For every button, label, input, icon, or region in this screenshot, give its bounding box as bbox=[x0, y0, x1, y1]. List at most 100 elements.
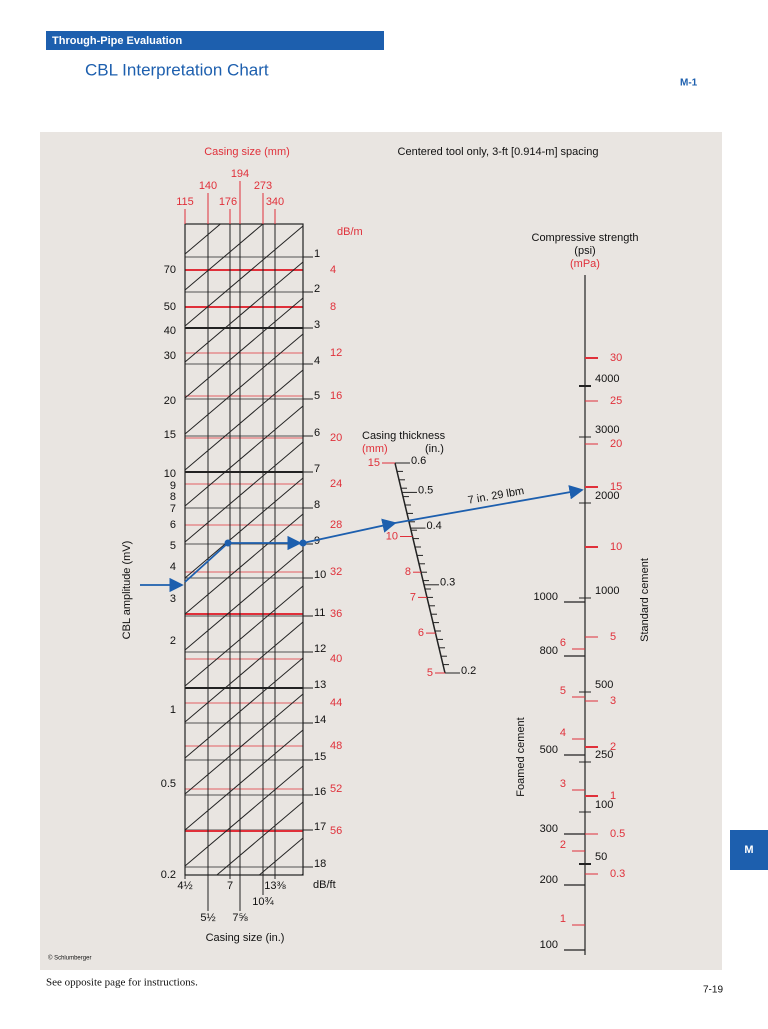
foamed-psi-label: 800 bbox=[540, 645, 558, 657]
page-title: CBL Interpretation Chart bbox=[85, 60, 269, 79]
mm-tick-label: 176 bbox=[219, 196, 237, 208]
foamed-mpa-label: 4 bbox=[560, 727, 566, 739]
in-tick-label: 5½ bbox=[200, 912, 215, 924]
standard-psi-label: 4000 bbox=[595, 373, 619, 385]
mm-tick-label: 140 bbox=[199, 180, 217, 192]
standard-psi-label: 1000 bbox=[595, 585, 619, 597]
in-tick-label: 10¾ bbox=[252, 896, 274, 908]
footer-note: See opposite page for instructions. bbox=[46, 977, 198, 989]
db-ft-label: 8 bbox=[314, 499, 320, 511]
amplitude-label: 1 bbox=[170, 704, 176, 716]
diagonals bbox=[185, 224, 303, 875]
diagonal bbox=[185, 225, 303, 327]
db-ft-label: 17 bbox=[314, 821, 326, 833]
amplitude-label: 70 bbox=[164, 264, 176, 276]
in-tick-label: 13⅜ bbox=[264, 880, 286, 892]
amplitude-label: 40 bbox=[164, 325, 176, 337]
db-m-label: 32 bbox=[330, 566, 342, 578]
diagonal bbox=[185, 513, 303, 615]
section-bar bbox=[46, 31, 384, 50]
thickness-mm-label: 8 bbox=[405, 566, 411, 578]
copyright: © Schlumberger bbox=[48, 955, 91, 962]
diagonal bbox=[185, 477, 303, 579]
thickness-in-label: 0.4 bbox=[427, 520, 442, 532]
db-ft-label: 15 bbox=[314, 751, 326, 763]
amplitude-label: 0.5 bbox=[161, 778, 176, 790]
amplitude-label: 2 bbox=[170, 635, 176, 647]
amplitude-label: 5 bbox=[170, 540, 176, 552]
diagonal bbox=[185, 441, 303, 543]
in-axis-title: Casing size (in.) bbox=[206, 932, 285, 944]
standard-mpa-label: 20 bbox=[610, 438, 622, 450]
diagonal bbox=[185, 693, 303, 795]
db-ft-label: 3 bbox=[314, 319, 320, 331]
mm-tick-label: 194 bbox=[231, 168, 249, 180]
amplitude-label: 3 bbox=[170, 593, 176, 605]
db-ft-label: 2 bbox=[314, 283, 320, 295]
thickness-title: Casing thickness bbox=[362, 430, 446, 442]
standard-mpa-label: 3 bbox=[610, 695, 616, 707]
in-tick-label: 7⅝ bbox=[232, 912, 248, 924]
db-m-label: 44 bbox=[330, 697, 342, 709]
section-title: Through-Pipe Evaluation bbox=[52, 35, 182, 47]
thickness-mm-label: 15 bbox=[368, 457, 380, 469]
strength-mpa-unit: (mPa) bbox=[570, 258, 600, 270]
tab bbox=[730, 830, 768, 870]
standard-mpa-label: 5 bbox=[610, 631, 616, 643]
diagonal bbox=[185, 765, 303, 867]
db-m-unit: dB/m bbox=[337, 226, 363, 238]
db-ft-label: 10 bbox=[314, 569, 326, 581]
amplitude-label: 4 bbox=[170, 561, 176, 573]
standard-psi-label: 2000 bbox=[595, 490, 619, 502]
grid-frame bbox=[184, 223, 304, 876]
foamed-mpa-label: 5 bbox=[560, 685, 566, 697]
mm-tick-label: 273 bbox=[254, 180, 272, 192]
amplitude-label: 6 bbox=[170, 519, 176, 531]
standard-psi-label: 3000 bbox=[595, 424, 619, 436]
thickness-in-label: 0.3 bbox=[440, 577, 455, 589]
standard-mpa-label: 1 bbox=[610, 790, 616, 802]
db-m-label: 16 bbox=[330, 390, 342, 402]
example-path bbox=[394, 485, 584, 524]
page-number: 7-19 bbox=[703, 985, 723, 996]
db-ft-label: 9 bbox=[314, 535, 320, 547]
db-ft-label: 5 bbox=[314, 390, 320, 402]
standard-mpa-label: 0.3 bbox=[610, 868, 625, 880]
standard-mpa-label: 30 bbox=[610, 352, 622, 364]
diagonal bbox=[185, 549, 303, 651]
standard-mpa-label: 25 bbox=[610, 395, 622, 407]
in-tick-label: 4½ bbox=[177, 880, 192, 892]
foamed-mpa-label: 3 bbox=[560, 778, 566, 790]
diagonal bbox=[185, 405, 303, 507]
diagonal bbox=[216, 801, 303, 875]
amplitude-label: 8 bbox=[170, 491, 176, 503]
db-ft-label: 7 bbox=[314, 463, 320, 475]
mm-axis-title: Casing size (mm) bbox=[204, 146, 290, 158]
diagonal bbox=[185, 657, 303, 759]
db-m-label: 12 bbox=[330, 347, 342, 359]
amplitude-title: CBL amplitude (mV) bbox=[121, 541, 133, 640]
standard-psi-label: 500 bbox=[595, 679, 613, 691]
amplitude-label: 20 bbox=[164, 395, 176, 407]
db-m-label: 40 bbox=[330, 653, 342, 665]
thickness-in-label: 0.6 bbox=[411, 455, 426, 467]
diagonal bbox=[185, 369, 303, 471]
amplitude-label: 9 bbox=[170, 480, 176, 492]
diagonal bbox=[185, 729, 303, 831]
diagonal bbox=[185, 224, 222, 255]
db-ft-label: 16 bbox=[314, 786, 326, 798]
standard-title: Standard cement bbox=[639, 558, 651, 642]
db-m-label: 56 bbox=[330, 825, 342, 837]
note: Centered tool only, 3-ft [0.914-m] spaci… bbox=[398, 146, 599, 158]
amplitude-label: 50 bbox=[164, 301, 176, 313]
db-m-label: 4 bbox=[330, 264, 336, 276]
foamed-title: Foamed cement bbox=[515, 717, 527, 796]
foamed-psi-label: 100 bbox=[540, 939, 558, 951]
db-ft-label: 1 bbox=[314, 248, 320, 260]
thickness-in-label: 0.5 bbox=[418, 484, 433, 496]
strength-psi-unit: (psi) bbox=[574, 245, 595, 257]
db-m-label: 20 bbox=[330, 432, 342, 444]
db-ft-label: 12 bbox=[314, 643, 326, 655]
thickness-in-unit: (in.) bbox=[425, 443, 444, 455]
